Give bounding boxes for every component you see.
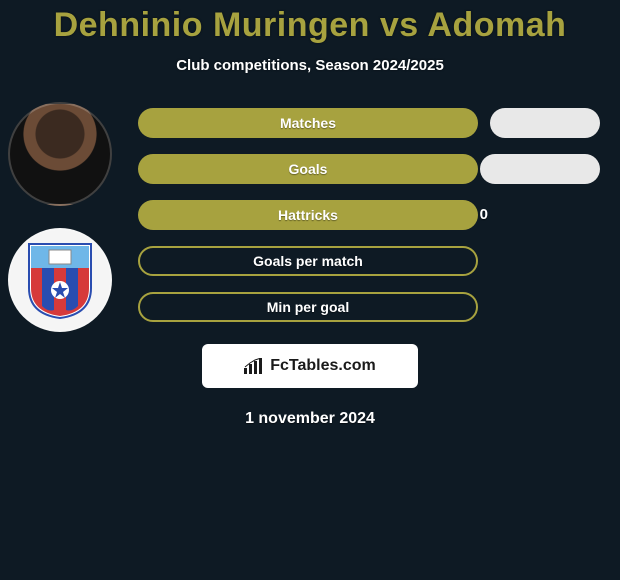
club-crest-icon [27,242,93,320]
stat-bar-left: Min per goal [138,292,478,322]
bar-chart-icon [244,358,264,374]
stat-label: Min per goal [267,299,349,315]
stat-bar-right [490,108,600,138]
stat-bar-left: Matches [138,108,478,138]
player2-avatar [8,228,112,332]
player1-avatar [8,102,112,206]
stat-bar-left: Goals [138,154,478,184]
page-title: Dehninio Muringen vs Adomah [0,6,620,45]
date-label: 1 november 2024 [0,410,620,428]
subtitle: Club competitions, Season 2024/2025 [0,57,620,74]
stat-row: Min per goal [138,292,600,322]
stat-bar-left: Hattricks [138,200,478,230]
stat-label: Matches [280,115,336,131]
stat-label: Goals [289,161,328,177]
watermark: FcTables.com [202,344,418,388]
stat-label: Hattricks [278,207,338,223]
stat-row: Matches [138,108,600,138]
stat-rows: Matches Goals1 Hattricks 0 Goals per match Mi… [138,108,600,338]
stat-label: Goals per match [253,253,363,269]
stat-row: Goals per match [138,246,600,276]
avatars [8,102,112,354]
stat-row: Goals1 [138,154,600,184]
comparison-chart: Matches Goals1 Hattricks 0 Goals per match Mi… [0,108,620,326]
infographic: Dehninio Muringen vs Adomah Club competi… [0,0,620,580]
stat-row: Hattricks 0 [138,200,600,230]
watermark-text: FcTables.com [270,357,376,375]
stat-value-left: 0 [468,200,488,230]
stat-bar-left: Goals per match [138,246,478,276]
stat-bar-right [480,154,600,184]
